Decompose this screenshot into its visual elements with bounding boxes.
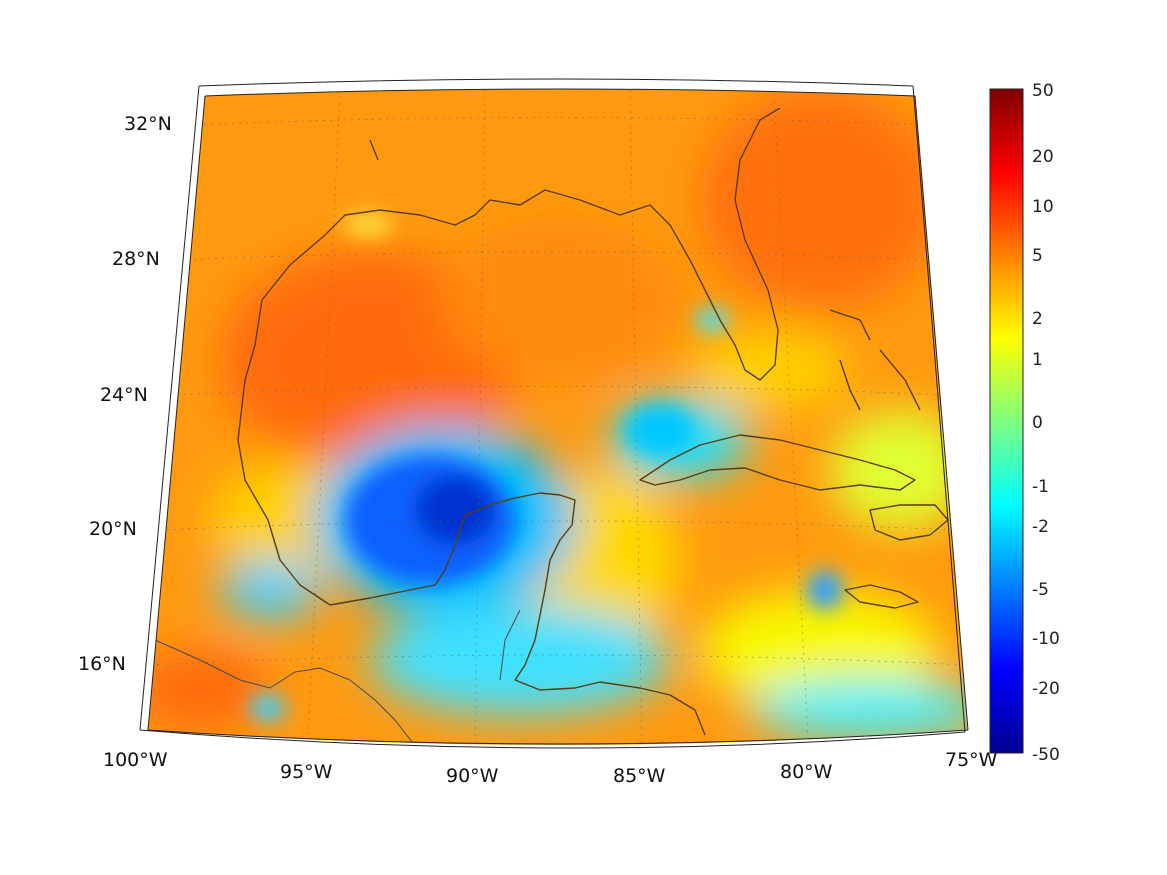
coastlines <box>237 107 949 736</box>
lat-label-32: 32°N <box>124 113 172 135</box>
cb-label-neg5: -5 <box>1032 580 1049 600</box>
lat-tick-labels: 32°N 28°N 24°N 20°N 16°N <box>78 113 172 675</box>
lat-label-28: 28°N <box>112 248 160 270</box>
lat-label-24: 24°N <box>100 384 148 406</box>
lon-label-80: 80°W <box>780 761 833 783</box>
cb-label-neg2: -2 <box>1032 517 1049 537</box>
graticule <box>149 89 966 745</box>
lat-label-20: 20°N <box>89 518 137 540</box>
lon-label-95: 95°W <box>280 761 333 783</box>
lon-tick-labels: 100°W 95°W 90°W 85°W 80°W 75°W <box>103 749 998 787</box>
colorbar-tick-labels: 50 20 10 5 2 1 0 -1 -2 -5 -10 -20 -50 <box>1032 81 1060 765</box>
lon-label-85: 85°W <box>613 765 666 787</box>
cb-label-20: 20 <box>1032 147 1054 167</box>
cb-label-10: 10 <box>1032 197 1054 217</box>
cb-label-5: 5 <box>1032 246 1043 266</box>
cb-label-neg20: -20 <box>1032 679 1060 699</box>
cb-label-2: 2 <box>1032 309 1043 329</box>
lat-label-16: 16°N <box>78 653 126 675</box>
cb-label-0: 0 <box>1032 413 1043 433</box>
lon-label-75: 75°W <box>945 749 998 771</box>
cb-label-neg50: -50 <box>1032 745 1060 765</box>
colorbar-gradient <box>989 88 1024 754</box>
cb-label-1: 1 <box>1032 350 1043 370</box>
lon-label-100: 100°W <box>103 749 168 771</box>
map-frame <box>139 78 969 749</box>
borders <box>154 609 521 743</box>
data-field <box>148 89 968 745</box>
cb-label-neg10: -10 <box>1032 629 1060 649</box>
cb-label-neg1: -1 <box>1032 477 1049 497</box>
colorbar: 50 20 10 5 2 1 0 -1 -2 -5 -10 -20 -50 <box>989 81 1060 765</box>
lon-label-90: 90°W <box>446 765 499 787</box>
cb-label-50: 50 <box>1032 81 1054 101</box>
